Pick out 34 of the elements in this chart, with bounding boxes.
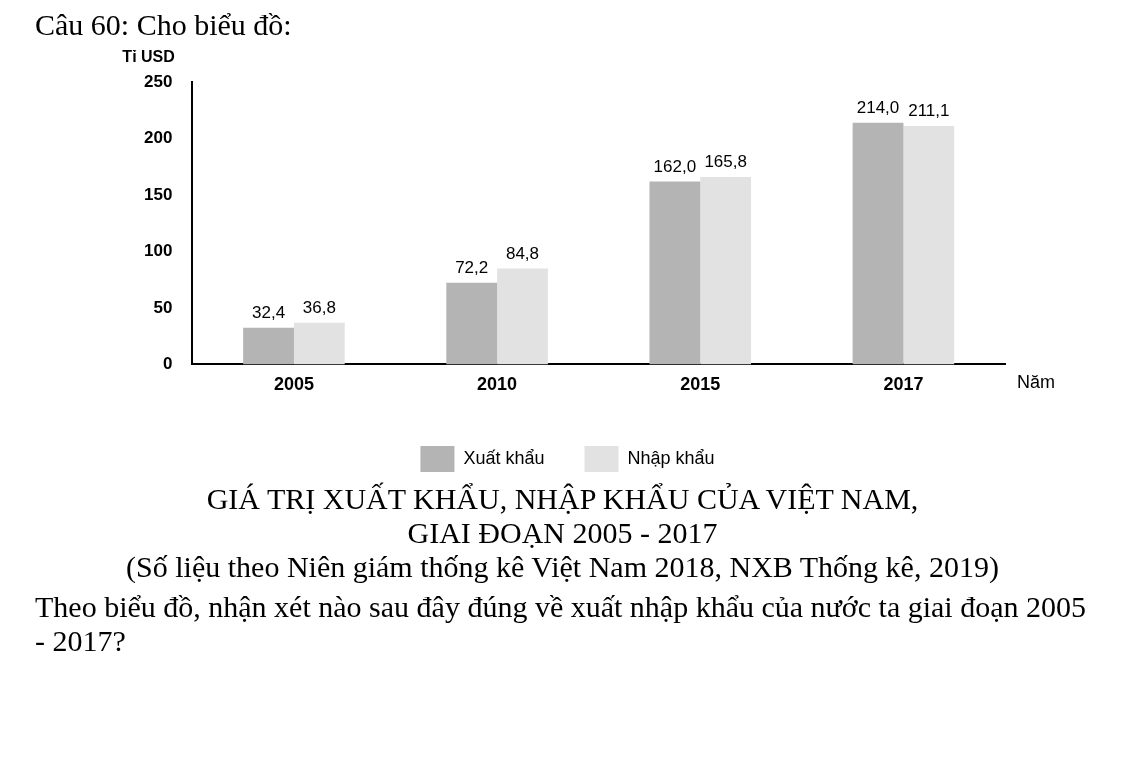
data-label: 36,8	[302, 298, 336, 318]
bar	[649, 181, 701, 365]
x-tick-label: 2010	[477, 374, 518, 395]
y-tick-label: 0	[162, 354, 173, 374]
y-tick-label: 200	[143, 128, 173, 148]
y-axis-title: Tỉ USD	[122, 48, 175, 66]
y-tick-label: 50	[153, 297, 173, 317]
text: GIÁ TRỊ XUẤT KHẨU, NHẬP KHẨU CỦA VIỆT NAM, GIAI ĐOẠN 2005 - 2017	[205, 482, 920, 550]
legend-label: Xuất khẩu	[463, 447, 545, 468]
x-tick-label: 2015	[680, 374, 721, 395]
data-label: 211,1	[908, 101, 950, 121]
text: Câu 60: Cho biểu đồ:	[34, 7, 293, 42]
data-label: 32,4	[252, 302, 286, 322]
data-label: 214,0	[856, 97, 900, 117]
bar	[293, 322, 345, 365]
text: Theo biểu đồ, nhận xét nào sau đây đúng về xuất nhập khẩu của nước ta giai đoạn 2005 - 2017?	[34, 589, 1087, 658]
bar	[852, 122, 904, 365]
y-tick-label: 100	[143, 241, 173, 261]
data-label: 162,0	[653, 156, 697, 176]
bar	[243, 327, 294, 365]
data-label: 84,8	[505, 243, 540, 263]
legend-label: Nhập khẩu	[627, 447, 715, 468]
bar	[903, 125, 955, 365]
y-tick-label: 250	[143, 71, 173, 91]
data-label: 165,8	[704, 152, 747, 172]
x-axis-title: Năm	[1017, 372, 1056, 393]
y-tick-label: 150	[143, 184, 173, 204]
bar	[700, 177, 752, 365]
bar	[446, 282, 498, 365]
bar	[497, 268, 548, 365]
text: (Số liệu theo Niên giám thống kê Việt Nam 2018, NXB Thống kê, 2019)	[125, 550, 1000, 584]
x-tick-label: 2017	[883, 374, 924, 395]
x-tick-label: 2005	[273, 374, 314, 395]
data-label: 72,2	[455, 258, 489, 278]
